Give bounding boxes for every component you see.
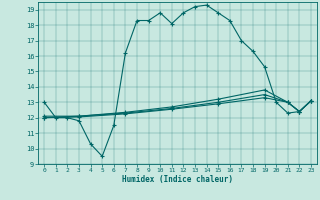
X-axis label: Humidex (Indice chaleur): Humidex (Indice chaleur) — [122, 175, 233, 184]
